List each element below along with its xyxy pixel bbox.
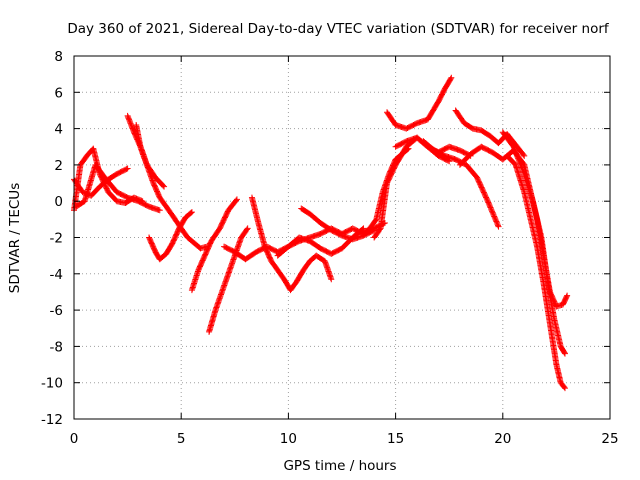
data-point [328, 276, 335, 283]
data-point [376, 226, 383, 233]
data-point [489, 209, 496, 216]
data-point [492, 217, 499, 224]
data-point [494, 221, 501, 228]
data-point [485, 199, 492, 206]
data-layer [71, 74, 571, 392]
data-point [492, 215, 499, 222]
data-point [513, 150, 520, 157]
data-point [516, 158, 523, 165]
data-point [489, 208, 496, 215]
data-point [561, 349, 568, 356]
y-tick-label: 2 [54, 158, 63, 174]
data-point [514, 154, 521, 161]
data-point [512, 147, 519, 154]
y-tick-label: 6 [54, 85, 63, 101]
x-tick-labels: 0 5 10 15 20 25 [70, 431, 619, 447]
series-arc-g [188, 196, 240, 294]
data-point [487, 204, 494, 211]
data-point [359, 226, 366, 233]
y-tick-label: -4 [50, 267, 63, 283]
y-tick-label: 4 [54, 122, 63, 138]
y-tick-label: -8 [50, 339, 63, 355]
series-arc-j [248, 194, 335, 294]
data-point [360, 225, 367, 232]
data-point [160, 182, 167, 189]
data-point [564, 292, 571, 299]
series-arc-h [206, 225, 251, 335]
data-point [188, 209, 195, 216]
data-point [486, 203, 493, 210]
data-point [447, 75, 454, 82]
data-point [514, 152, 521, 159]
y-tick-label: -2 [50, 231, 63, 247]
data-point [495, 223, 502, 230]
data-point [123, 166, 130, 173]
data-point [561, 350, 568, 357]
data-point [491, 214, 498, 221]
series-arc-r [452, 107, 528, 159]
series-arc-o [384, 74, 455, 132]
x-tick-label: 20 [494, 431, 511, 447]
data-point [517, 160, 524, 167]
data-point [156, 207, 163, 214]
data-point [188, 209, 195, 216]
y-tick-label: -6 [50, 303, 63, 319]
data-point [369, 227, 376, 234]
y-tick-label: 8 [54, 49, 63, 65]
data-point [516, 159, 523, 166]
data-point [521, 152, 528, 159]
data-point [488, 205, 495, 212]
x-tick-label: 15 [387, 431, 404, 447]
data-point [484, 198, 491, 205]
data-point [486, 202, 493, 209]
data-point [233, 196, 240, 203]
data-point [515, 156, 522, 163]
series-arc-e [133, 121, 210, 252]
data-point [520, 151, 527, 158]
data-point [515, 155, 522, 162]
series-arc-b [71, 165, 131, 199]
data-point [485, 200, 492, 207]
x-axis-label: GPS time / hours [283, 458, 396, 474]
y-tick-label: -12 [41, 412, 63, 428]
data-point [243, 226, 250, 233]
x-tick-label: 0 [70, 431, 79, 447]
data-point [493, 218, 500, 225]
data-point [491, 213, 498, 220]
x-tick-label: 25 [601, 431, 618, 447]
y-axis-label: SDTVAR / TECUs [7, 183, 23, 293]
y-tick-label: -10 [41, 376, 63, 392]
data-point [511, 146, 518, 153]
data-point [488, 207, 495, 214]
data-point [512, 148, 519, 155]
data-point [490, 210, 497, 217]
series-arc-v [521, 161, 571, 310]
data-point [448, 74, 455, 81]
data-point [561, 384, 568, 391]
chart-title: Day 360 of 2021, Sidereal Day-to-day VTE… [67, 21, 610, 37]
data-point [511, 145, 518, 152]
data-point [494, 222, 501, 229]
data-point [124, 165, 131, 172]
y-tick-label: 0 [54, 194, 63, 210]
data-point [490, 212, 497, 219]
data-point [161, 183, 168, 190]
y-tick-labels: -12 -10 -8 -6 -4 -2 0 2 4 6 8 [41, 49, 63, 428]
series-arc-u [504, 152, 568, 392]
data-point [513, 151, 520, 158]
series-arc-f [146, 209, 195, 263]
x-tick-label: 10 [280, 431, 297, 447]
data-point [244, 225, 251, 232]
axis-ticks [73, 55, 611, 420]
data-point [484, 196, 491, 203]
data-point [561, 385, 568, 392]
x-tick-label: 5 [177, 431, 186, 447]
data-point [493, 219, 500, 226]
data-point [233, 197, 240, 204]
series-arc-c [73, 161, 163, 214]
data-point [563, 293, 570, 300]
data-point [510, 143, 517, 150]
